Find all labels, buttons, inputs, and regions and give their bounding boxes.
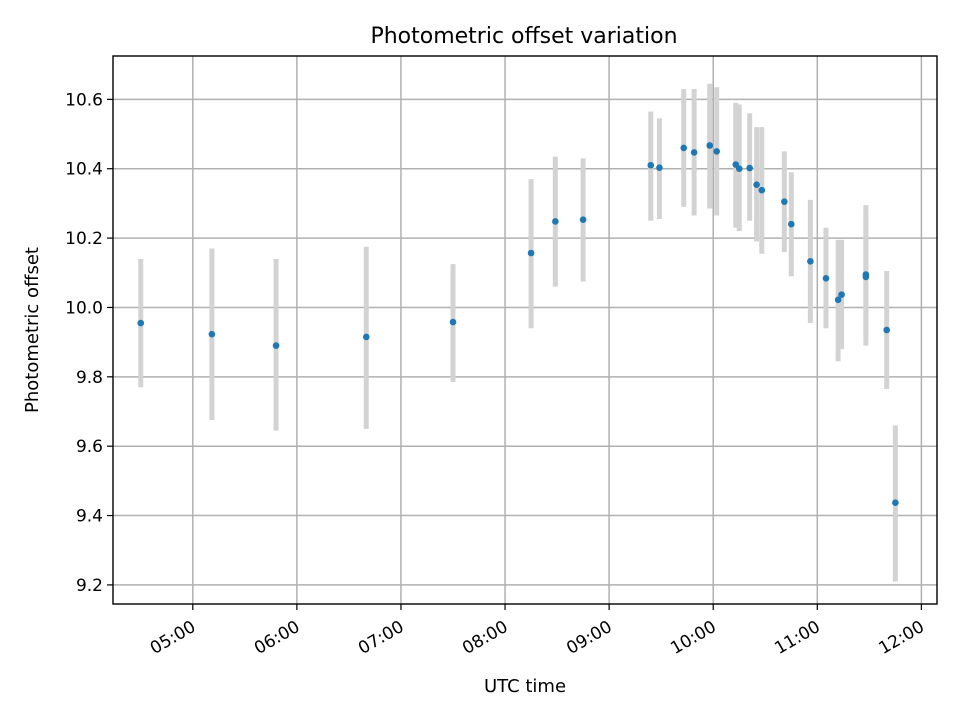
data-point (706, 142, 714, 149)
data-point (883, 326, 890, 334)
data-point (208, 330, 216, 338)
plot-frame (112, 55, 938, 605)
y-tick-label: 9.8 (76, 368, 103, 388)
data-point (787, 220, 795, 228)
data-point (272, 342, 280, 349)
data-point (449, 318, 457, 326)
data-point (735, 165, 743, 173)
data-point (527, 249, 535, 257)
data-point (892, 499, 899, 507)
data-point (753, 181, 760, 188)
chart-title: Photometric offset variation (370, 24, 677, 49)
data-point (656, 164, 663, 171)
data-point (713, 148, 720, 155)
data-point (838, 291, 845, 298)
data-point (822, 275, 830, 282)
y-tick-label: 10.4 (65, 160, 103, 180)
data-points (137, 142, 899, 507)
data-point (781, 198, 788, 205)
y-tick-label: 10.6 (65, 90, 103, 110)
y-axis-label: Photometric offset (22, 247, 43, 413)
data-point (137, 319, 145, 327)
y-tick-label: 10.0 (65, 298, 103, 318)
data-point (746, 164, 753, 172)
y-tick-label: 10.2 (65, 229, 103, 249)
y-tick-label: 9.4 (76, 507, 103, 527)
data-point (362, 333, 370, 341)
y-tick-label: 9.2 (76, 576, 103, 596)
grid (113, 56, 937, 604)
data-point (862, 273, 870, 281)
data-point (579, 216, 587, 224)
data-point (552, 218, 559, 225)
y-tick-label: 9.6 (76, 437, 103, 457)
data-point (758, 186, 766, 194)
data-point (690, 149, 698, 156)
data-point (647, 161, 655, 169)
data-point (680, 144, 688, 152)
x-axis-label: UTC time (484, 676, 566, 697)
data-point (807, 258, 814, 265)
data-point (834, 296, 842, 304)
